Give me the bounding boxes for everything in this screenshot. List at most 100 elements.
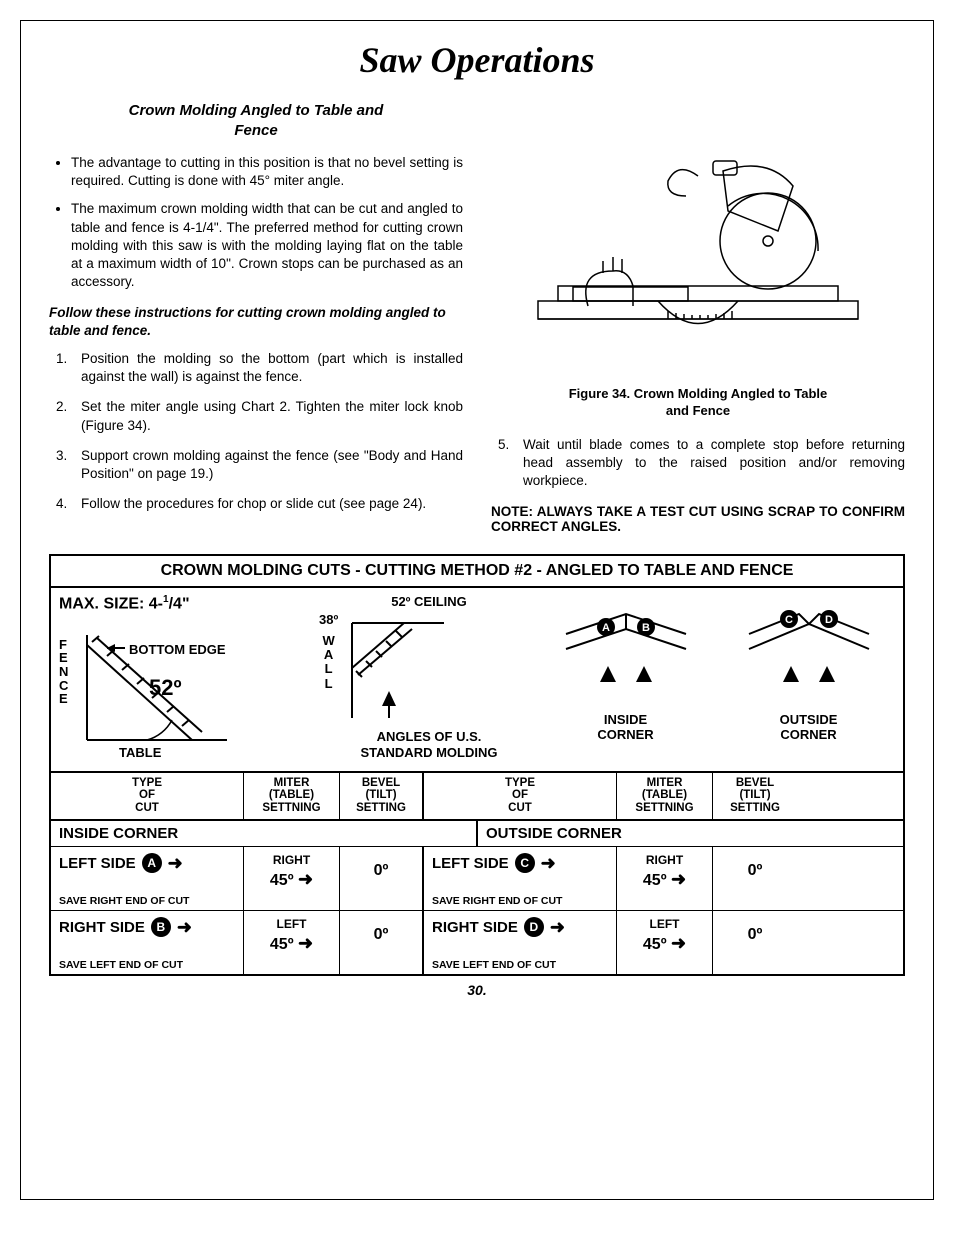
cell-b-miter: LEFT 45º ➜ bbox=[244, 911, 340, 974]
side-a: LEFT SIDE bbox=[59, 855, 136, 872]
side-b: RIGHT SIDE bbox=[59, 919, 145, 936]
hdr-miter-2: MITER(TABLE)SETTNING bbox=[617, 773, 713, 819]
inch-mark: " bbox=[182, 596, 190, 613]
bullet-item: The maximum crown molding width that can… bbox=[71, 200, 463, 291]
outside-corner-label: OUTSIDECORNER bbox=[739, 713, 879, 743]
fraction-num: 1 bbox=[163, 594, 169, 605]
step-item: Follow the procedures for chop or slide … bbox=[71, 495, 463, 513]
arrow-icon: ➜ bbox=[298, 869, 313, 889]
outside-corner-block: C D OUTSIDECORNER bbox=[739, 594, 879, 760]
max-size-label: MAX. SIZE: 4-1/4" bbox=[59, 594, 319, 613]
ceiling-label: 52º CEILING bbox=[319, 594, 539, 609]
chart-title: CROWN MOLDING CUTS - CUTTING METHOD #2 -… bbox=[51, 556, 903, 588]
cell-d-type: RIGHT SIDE D ➜ SAVE LEFT END OF CUT bbox=[424, 911, 617, 974]
save-c: SAVE RIGHT END OF CUT bbox=[432, 895, 562, 907]
page-title: Saw Operations bbox=[49, 39, 905, 81]
section-subtitle: Crown Molding Angled to Table and Fence bbox=[126, 101, 386, 140]
steps-list-continued: Wait until blade comes to a complete sto… bbox=[491, 436, 905, 491]
chart-headers: TYPEOFCUT MITER(TABLE)SETTNING BEVEL(TIL… bbox=[51, 773, 903, 821]
miter-d: 45º bbox=[643, 936, 667, 953]
hdr-bevel-2: BEVEL(TILT)SETTING bbox=[713, 773, 797, 819]
steps-list: Position the molding so the bottom (part… bbox=[49, 350, 463, 514]
fence-table-diagram: MAX. SIZE: 4-1/4" FENCE bbox=[59, 594, 319, 760]
figure-34-illustration bbox=[491, 101, 905, 376]
hdr-miter: MITER(TABLE)SETTNING bbox=[244, 773, 340, 819]
letter-c: C bbox=[515, 853, 535, 873]
page-frame: Saw Operations Crown Molding Angled to T… bbox=[20, 20, 934, 1200]
miter-b: 45º bbox=[270, 936, 294, 953]
sub-inside: INSIDE CORNER bbox=[51, 821, 478, 846]
ceiling-wall-diagram: 52º CEILING 38º WALL bbox=[319, 594, 539, 760]
arrow-icon: ➜ bbox=[168, 853, 183, 874]
arrow-icon: ➜ bbox=[550, 917, 565, 938]
save-b: SAVE LEFT END OF CUT bbox=[59, 959, 183, 971]
cell-a-bevel: 0º bbox=[340, 847, 424, 910]
cell-d-miter: LEFT 45º ➜ bbox=[617, 911, 713, 974]
letter-b: B bbox=[151, 917, 171, 937]
wall-label: WALL bbox=[319, 634, 338, 691]
cell-c-bevel: 0º bbox=[713, 847, 797, 910]
chart-row-2: RIGHT SIDE B ➜ SAVE LEFT END OF CUT LEFT… bbox=[51, 911, 903, 974]
bottom-edge-label: BOTTOM EDGE bbox=[129, 642, 226, 657]
save-d: SAVE LEFT END OF CUT bbox=[432, 959, 556, 971]
step-item: Position the molding so the bottom (part… bbox=[71, 350, 463, 386]
step-item: Support crown molding against the fence … bbox=[71, 447, 463, 483]
side-c: LEFT SIDE bbox=[432, 855, 509, 872]
angles-us-label: ANGLES OF U.S. STANDARD MOLDING bbox=[319, 729, 539, 760]
instructions-lead: Follow these instructions for cutting cr… bbox=[49, 304, 463, 340]
step-item: Wait until blade comes to a complete sto… bbox=[513, 436, 905, 491]
inside-corner-svg: A B bbox=[556, 594, 696, 704]
page-number: 30. bbox=[49, 982, 905, 998]
side-d: RIGHT SIDE bbox=[432, 919, 518, 936]
letter-d: D bbox=[524, 917, 544, 937]
miter-a: 45º bbox=[270, 872, 294, 889]
two-column-layout: Crown Molding Angled to Table and Fence … bbox=[49, 101, 905, 534]
arrow-icon: ➜ bbox=[541, 853, 556, 874]
cell-a-type: LEFT SIDE A ➜ SAVE RIGHT END OF CUT bbox=[51, 847, 244, 910]
inside-corner-label: INSIDECORNER bbox=[556, 713, 696, 743]
dir-d: LEFT bbox=[625, 917, 704, 931]
hdr-type: TYPEOFCUT bbox=[51, 773, 244, 819]
dir-c: RIGHT bbox=[625, 853, 704, 867]
cell-c-type: LEFT SIDE C ➜ SAVE RIGHT END OF CUT bbox=[424, 847, 617, 910]
bullet-item: The advantage to cutting in this positio… bbox=[71, 154, 463, 190]
chart-row-1: LEFT SIDE A ➜ SAVE RIGHT END OF CUT RIGH… bbox=[51, 847, 903, 911]
save-a: SAVE RIGHT END OF CUT bbox=[59, 895, 189, 907]
cell-d-bevel: 0º bbox=[713, 911, 797, 974]
fraction-den: 4 bbox=[173, 596, 182, 613]
max-size-text: MAX. SIZE: 4- bbox=[59, 596, 163, 613]
hdr-type-2: TYPEOFCUT bbox=[424, 773, 617, 819]
outside-corner-svg: C D bbox=[739, 594, 879, 704]
arrow-icon: ➜ bbox=[298, 933, 313, 953]
inside-corner-block: A B INSIDECORNER bbox=[556, 594, 696, 760]
cell-b-bevel: 0º bbox=[340, 911, 424, 974]
note-text: NOTE: ALWAYS TAKE A TEST CUT USING SCRAP… bbox=[491, 504, 905, 534]
left-column: Crown Molding Angled to Table and Fence … bbox=[49, 101, 463, 534]
advantages-list: The advantage to cutting in this positio… bbox=[49, 154, 463, 292]
hdr-bevel: BEVEL(TILT)SETTING bbox=[340, 773, 424, 819]
crown-molding-chart: CROWN MOLDING CUTS - CUTTING METHOD #2 -… bbox=[49, 554, 905, 975]
miter-c: 45º bbox=[643, 872, 667, 889]
dir-a: RIGHT bbox=[252, 853, 331, 867]
angle-52-label: 52º bbox=[149, 675, 182, 701]
right-column: Figure 34. Crown Molding Angled to Table… bbox=[491, 101, 905, 534]
chart-subheaders: INSIDE CORNER OUTSIDE CORNER bbox=[51, 821, 903, 847]
miter-saw-icon bbox=[518, 101, 878, 371]
arrow-icon: ➜ bbox=[671, 869, 686, 889]
svg-text:C: C bbox=[785, 614, 793, 626]
letter-a: A bbox=[142, 853, 162, 873]
figure-caption: Figure 34. Crown Molding Angled to Table… bbox=[558, 386, 838, 420]
cell-b-type: RIGHT SIDE B ➜ SAVE LEFT END OF CUT bbox=[51, 911, 244, 974]
arrow-icon: ➜ bbox=[177, 917, 192, 938]
cell-a-miter: RIGHT 45º ➜ bbox=[244, 847, 340, 910]
fence-label: FENCE bbox=[59, 638, 69, 706]
svg-text:B: B bbox=[642, 622, 650, 634]
step-item: Set the miter angle using Chart 2. Tight… bbox=[71, 398, 463, 434]
svg-text:A: A bbox=[602, 622, 610, 634]
cell-c-miter: RIGHT 45º ➜ bbox=[617, 847, 713, 910]
corners-diagram: A B INSIDECORNER C bbox=[539, 594, 895, 760]
arrow-icon: ➜ bbox=[671, 933, 686, 953]
dir-b: LEFT bbox=[252, 917, 331, 931]
table-label: TABLE bbox=[119, 745, 161, 760]
angle-38-label: 38º bbox=[319, 613, 338, 627]
